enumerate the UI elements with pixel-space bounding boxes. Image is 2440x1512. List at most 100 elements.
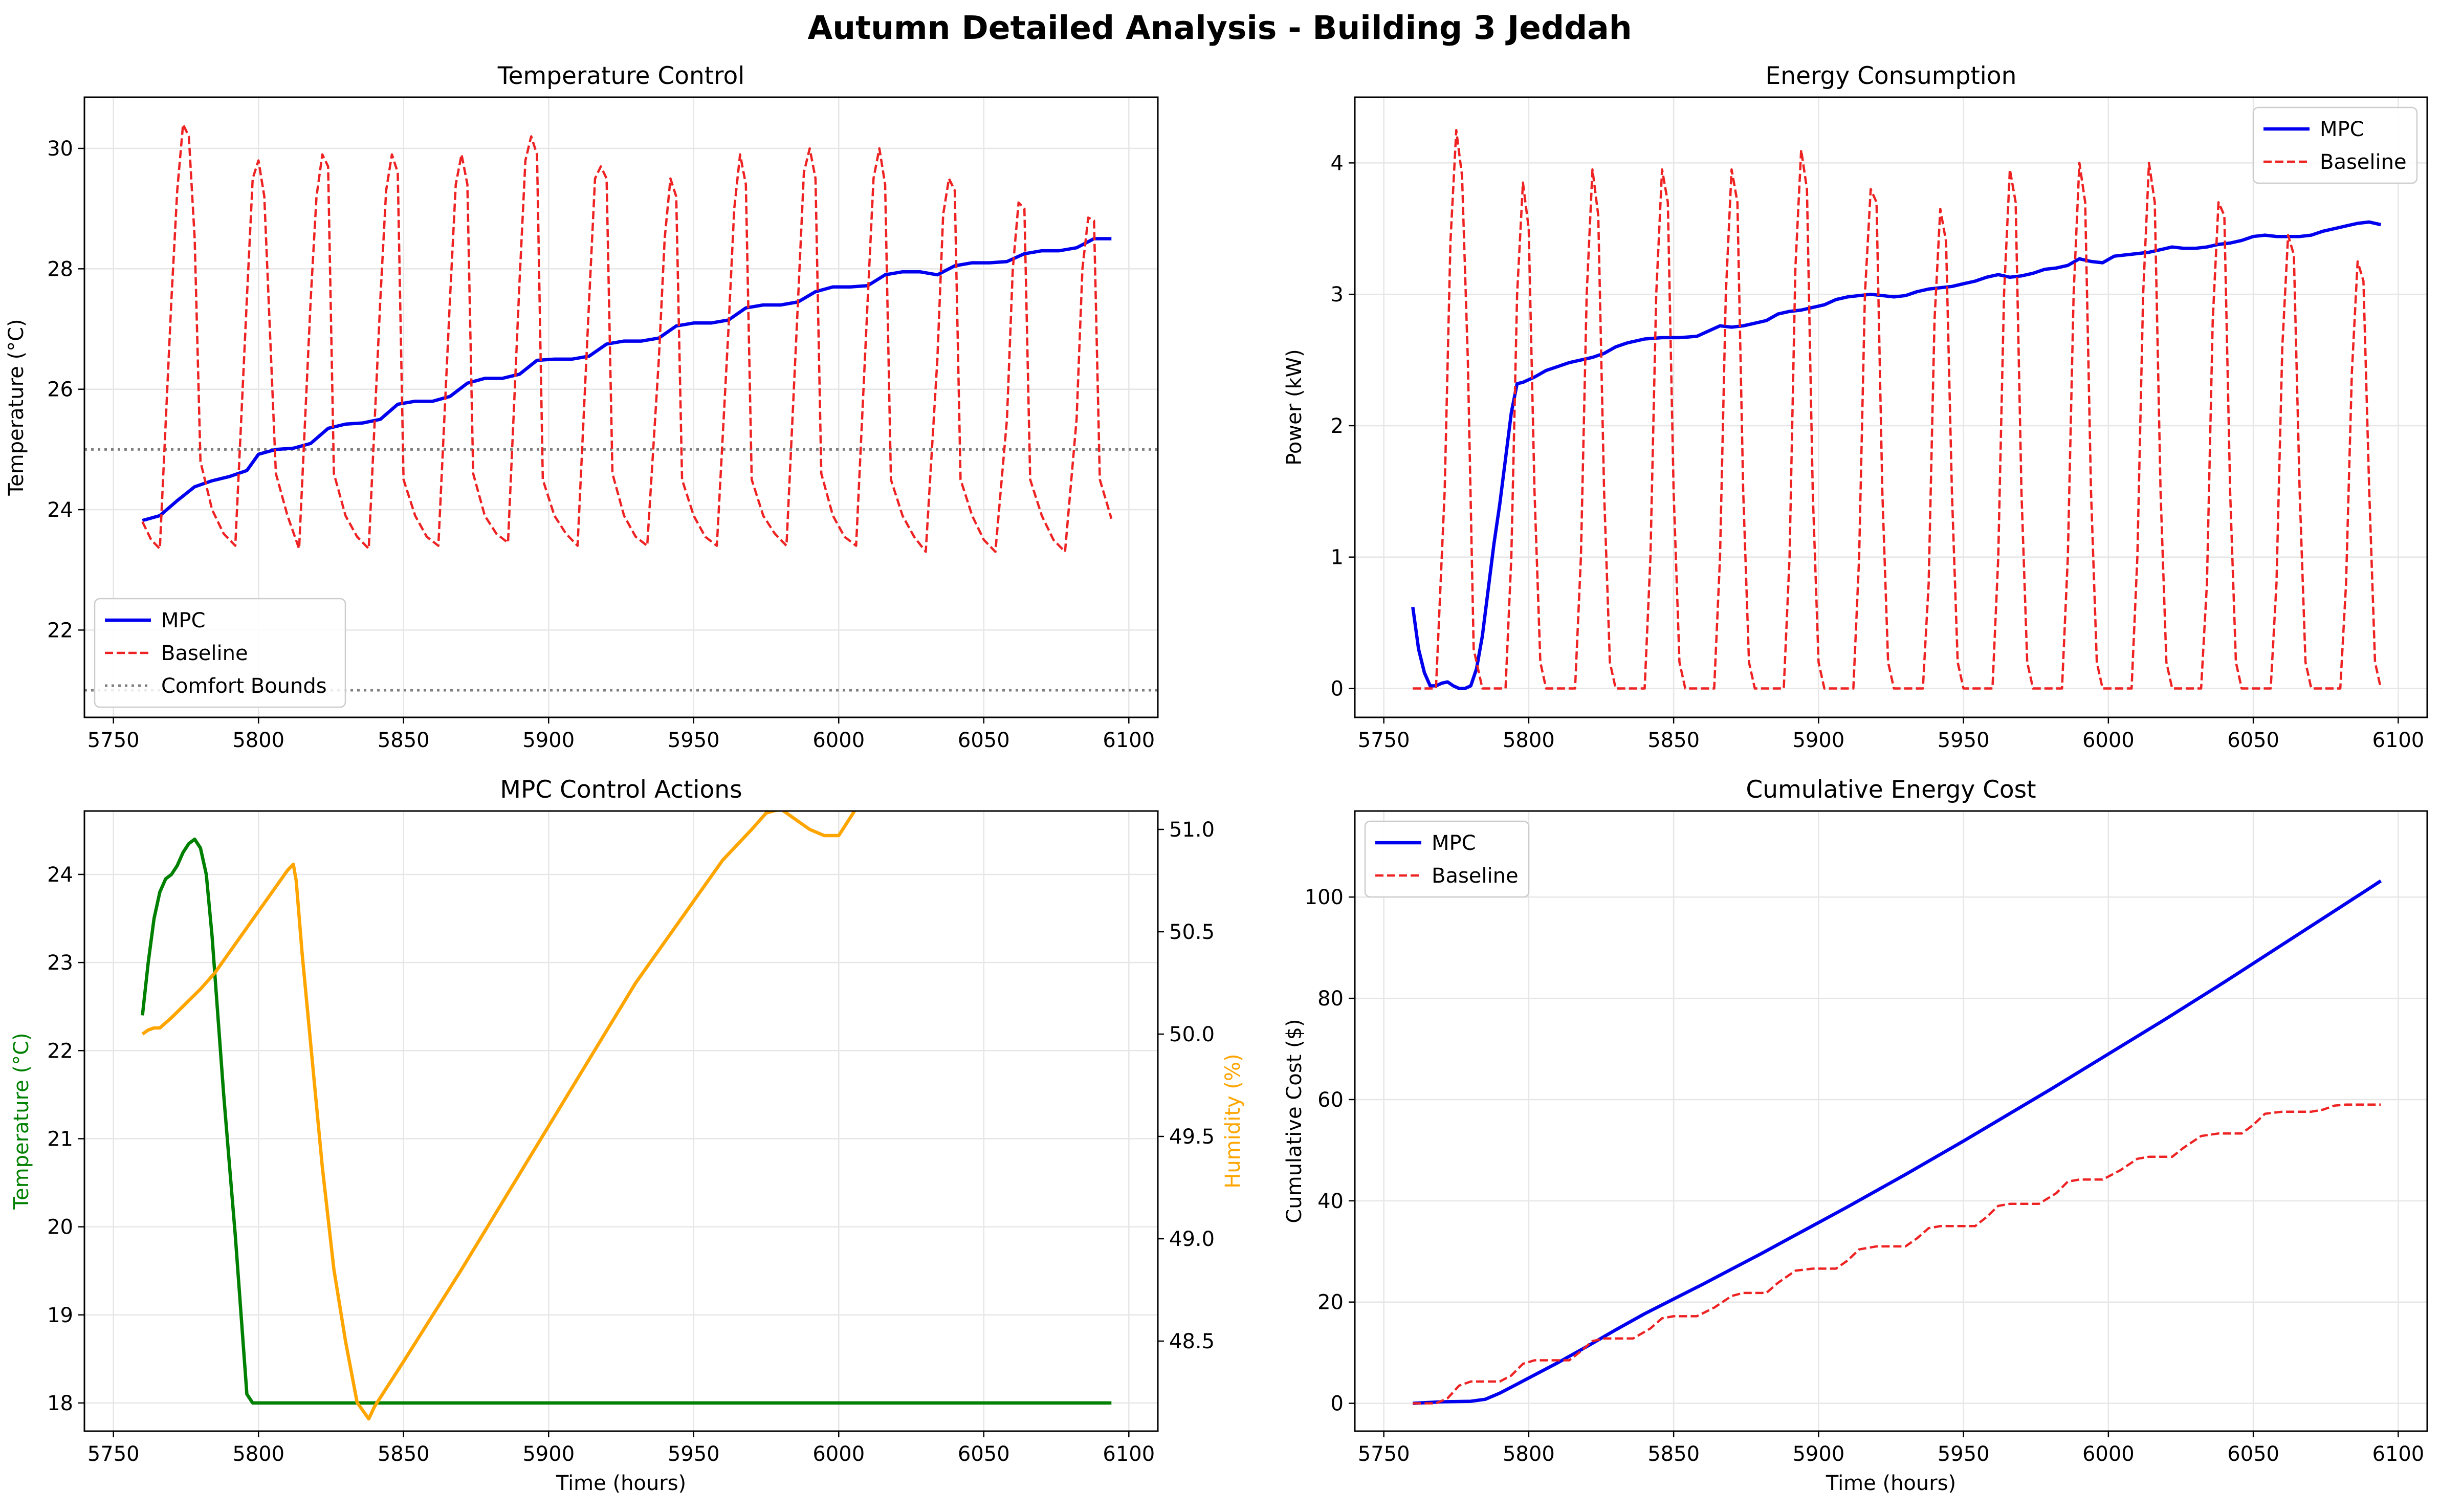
x-tick-label: 6000 [2082, 729, 2135, 752]
x-tick-label: 5850 [1647, 1442, 1700, 1466]
x-tick-label: 6100 [2372, 1442, 2424, 1466]
energy-title: Energy Consumption [1766, 62, 2017, 90]
cost-legend: MPC Baseline [1364, 820, 1530, 898]
cost-series-baseline-line [1413, 1103, 2381, 1405]
legend-label: Baseline [1432, 864, 1519, 888]
energy-panel: 5750 5800 5850 5900 5950 6000 6050 6100 0 1 2 3 4 Ene… [1283, 62, 2428, 752]
x-tick-label: 5750 [1358, 729, 1410, 752]
temp-legend: MPC Baseline Comfort Bounds [94, 598, 346, 708]
energy-series-mpc-line [1411, 220, 2382, 690]
control-axes-frame [83, 810, 1159, 1432]
legend-box [2252, 106, 2418, 184]
y-tick-label: 19 [47, 1304, 73, 1327]
x-tick-label: 5950 [1938, 1442, 1990, 1466]
y2-tick-label: 50.0 [1169, 1023, 1215, 1046]
y2-tick-label: 49.5 [1169, 1125, 1215, 1149]
temp-plot-area [84, 123, 1158, 692]
cost-panel: 5750 5800 5850 5900 5950 6000 6050 6100 0 20 40 60 8… [1283, 776, 2428, 1495]
control-grid [84, 811, 1158, 1431]
temp-grid [84, 97, 1158, 717]
y-tick-label: 0 [1331, 1392, 1344, 1416]
x-tick-label: 5900 [522, 1442, 575, 1466]
x-tick-label: 6050 [958, 1442, 1010, 1466]
y-tick-label: 4 [1331, 151, 1344, 175]
x-tick-label: 5850 [378, 1442, 430, 1466]
x-tick-label: 5950 [668, 1442, 720, 1466]
x-tick-label: 5750 [1358, 1442, 1410, 1466]
x-tick-label: 6100 [2372, 729, 2424, 752]
y-tick-label: 22 [47, 619, 73, 642]
x-axis-label: Time (hours) [1826, 1472, 1956, 1495]
energy-axes-frame [1354, 96, 2428, 718]
x-tick-label: 5900 [1792, 1442, 1844, 1466]
y-tick-label: 1 [1331, 546, 1344, 569]
cost-grid [1355, 811, 2427, 1431]
x-tick-label: 6100 [1103, 729, 1155, 752]
legend-label: MPC [2320, 118, 2364, 141]
y2-axis-label: Humidity (%) [1221, 1054, 1245, 1188]
y-axis-label: Cumulative Cost ($) [1283, 1019, 1306, 1223]
x-tick-label: 5900 [522, 729, 575, 752]
control-series-temperature-line [141, 837, 1112, 1405]
y-tick-label: 20 [1317, 1291, 1344, 1314]
temp-panel: 5750 5800 5850 5900 5950 6000 6050 6100 22 24 26 28… [5, 62, 1159, 752]
y-tick-label: 26 [47, 378, 73, 402]
y-tick-label: 21 [47, 1127, 73, 1151]
x-tick-label: 6000 [2082, 1442, 2135, 1466]
x-tick-label: 5750 [87, 1442, 140, 1466]
cost-plot-area [1413, 879, 2382, 1405]
x-tick-label: 6050 [2227, 729, 2279, 752]
x-axis-label: Time (hours) [556, 1472, 686, 1495]
legend-box [1364, 820, 1530, 898]
y-tick-label: 23 [47, 951, 73, 975]
y-tick-label: 18 [47, 1392, 73, 1415]
y-axis-label: Temperature (°C) [5, 319, 28, 496]
cost-title: Cumulative Energy Cost [1746, 776, 2036, 804]
cost-series-mpc-line [1413, 879, 2382, 1405]
y-tick-label: 24 [47, 863, 73, 887]
legend-label: MPC [1432, 831, 1476, 855]
x-tick-label: 6000 [812, 1442, 865, 1466]
x-tick-label: 5900 [1792, 729, 1844, 752]
y-tick-label: 60 [1317, 1088, 1344, 1112]
x-tick-label: 5850 [1647, 729, 1700, 752]
x-tick-label: 6050 [2227, 1442, 2279, 1466]
y2-tick-label: 49.0 [1169, 1228, 1215, 1251]
control-plot-area [141, 811, 1112, 1421]
x-tick-label: 5800 [232, 1442, 284, 1466]
legend-label: Comfort Bounds [161, 674, 327, 698]
legend-label: Baseline [161, 642, 248, 665]
energy-series-baseline-line [1413, 128, 2382, 690]
legend-box [94, 598, 346, 708]
y2-tick-label: 51.0 [1169, 818, 1215, 842]
x-tick-label: 6100 [1103, 1442, 1155, 1466]
figure-title: Autumn Detailed Analysis - Building 3 Je… [807, 9, 1632, 47]
y-tick-label: 100 [1305, 886, 1344, 909]
energy-plot-area [1411, 128, 2382, 690]
temp-series-mpc-line [142, 237, 1112, 522]
y-axis-label: Temperature (°C) [10, 1033, 33, 1210]
x-tick-label: 5950 [668, 729, 720, 752]
cost-axes-frame [1354, 810, 2428, 1432]
y-axis-label: Power (kW) [1283, 349, 1306, 466]
energy-grid [1355, 97, 2427, 717]
energy-legend: MPC Baseline [2252, 106, 2418, 184]
y-tick-label: 0 [1331, 677, 1344, 701]
y2-tick-label: 50.5 [1169, 921, 1215, 944]
temp-series-baseline-line [141, 123, 1113, 553]
y-tick-label: 40 [1317, 1190, 1344, 1213]
x-tick-label: 5950 [1938, 729, 1990, 752]
y2-tick-label: 48.5 [1169, 1330, 1215, 1353]
legend-label: MPC [161, 609, 206, 632]
control-panel: 5750 5800 5850 5900 5950 6000 6050 6100 18 19 20 21… [10, 776, 1245, 1495]
y-tick-label: 20 [47, 1216, 73, 1239]
control-title: MPC Control Actions [500, 776, 742, 804]
x-tick-label: 5800 [232, 729, 284, 752]
x-tick-label: 6000 [812, 729, 865, 752]
y-tick-label: 3 [1331, 283, 1344, 306]
y-tick-label: 30 [47, 137, 73, 161]
control-series-humidity-line [141, 811, 856, 1421]
y-tick-label: 28 [47, 257, 73, 281]
temp-axes-frame [83, 96, 1159, 718]
